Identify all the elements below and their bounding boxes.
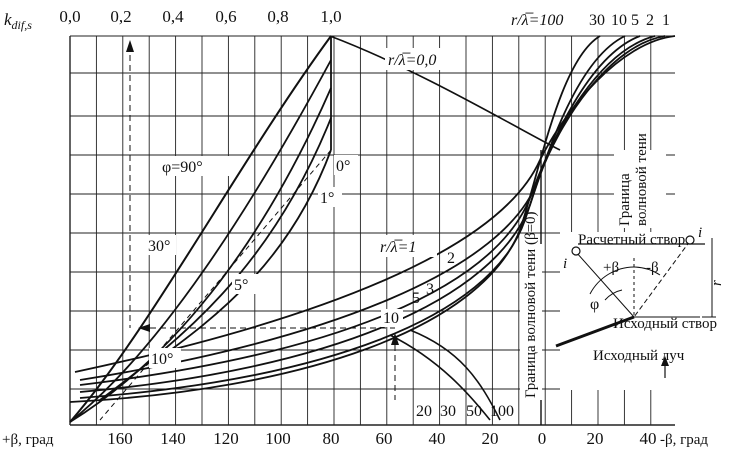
rlambda-20-label: 20 (416, 403, 432, 420)
bottom-axis-right-label: -β, град (660, 432, 708, 448)
bottom-tick: 160 (107, 429, 133, 448)
curve-rlambda-5 (79, 35, 656, 386)
curve-rlambda-0 (329, 35, 561, 151)
curve-rlambda-mid-a (389, 334, 491, 421)
right-family-labels: r/λ̅=100 30 10 5 2 1 r/λ̅=0,0 r/λ̅=1 2 3… (377, 12, 670, 420)
top-tick: 0,8 (267, 7, 288, 26)
bottom-axis-ticks: 160 140 120 100 80 60 40 20 0 20 40 (107, 429, 656, 448)
arrow-up-small (391, 333, 399, 345)
rlambda-30-label: 30 (589, 12, 605, 29)
rlambda-5-mid-label: 5 (412, 290, 420, 307)
top-axis-title: kdif,s (4, 10, 32, 32)
rlambda-3-label: 3 (426, 281, 434, 298)
svg-text:Границаволновой тени: Границаволновой тени (617, 133, 650, 226)
top-tick: 0,4 (162, 7, 184, 26)
curve-phi-30 (69, 59, 332, 423)
bottom-tick: 20 (587, 429, 604, 448)
bottom-tick: 140 (160, 429, 186, 448)
rlambda-30-bottom-label: 30 (440, 403, 456, 420)
bottom-tick: 100 (265, 429, 291, 448)
angle-label-30: 30° (148, 238, 170, 255)
source-ray-label: Исходный луч (593, 348, 685, 364)
top-tick: 0,2 (110, 7, 131, 26)
arrow-up (126, 40, 134, 52)
source-section-label: Исходный створ (613, 316, 717, 332)
bottom-tick: 20 (482, 429, 499, 448)
minus-beta-label: -β (646, 260, 659, 276)
rlambda-2-label: 2 (646, 12, 654, 29)
bottom-tick: 0 (538, 429, 547, 448)
curves (69, 35, 676, 425)
rlambda-10-label: 10 (611, 12, 627, 29)
left-family-labels: φ=90° 30° 5° 10° 1° 0° (146, 155, 358, 368)
rlambda-1-label: 1 (662, 12, 670, 29)
point-left-label: i (563, 256, 567, 272)
plus-beta-label: +β (603, 260, 619, 276)
top-tick: 0,6 (215, 7, 236, 26)
curve-rlambda-30 (79, 35, 626, 399)
curve-rlambda-mid-b (409, 329, 501, 421)
rlambda-100-label: r/λ̅=100 (511, 12, 563, 29)
bottom-tick: 40 (429, 429, 446, 448)
angle-label-0: 0° (336, 158, 350, 175)
curve-phi-90 (69, 35, 332, 423)
shadow-boundary-label: Границаволновой тени (617, 133, 650, 226)
curve-rlambda-10 (79, 35, 641, 393)
point-right (685, 235, 695, 245)
rlambda-10-mid-label: 10 (383, 310, 399, 327)
bottom-tick: 80 (323, 429, 340, 448)
source-ray-line (555, 315, 635, 348)
rlambda-one-label: r/λ̅=1 (380, 239, 416, 256)
point-left (571, 246, 581, 256)
top-axis-ticks: 0,0 0,2 0,4 0,6 0,8 1,0 (59, 7, 341, 26)
rlambda-50-label: 50 (466, 403, 482, 420)
inset-diagram: Расчетный створ i i +β -β φ r Исходный с… (555, 225, 728, 390)
phi-90-label: φ=90° (162, 159, 203, 176)
angle-label-5: 5° (234, 277, 248, 294)
bottom-tick: 60 (376, 429, 393, 448)
point-right-label: i (698, 225, 702, 241)
curve-rlambda-1 (74, 35, 676, 373)
r-label: r (709, 280, 725, 286)
angle-label-10: 10° (151, 351, 173, 368)
curve-phi-10 (69, 87, 332, 423)
rlambda-zero-label: r/λ̅=0,0 (388, 52, 436, 69)
shadow-line-label: Граница волновой тени (β=0) (523, 211, 539, 398)
top-tick: 1,0 (320, 7, 341, 26)
arrow-left (138, 324, 150, 332)
calc-section-label: Расчетный створ (578, 232, 685, 248)
rlambda-100-bottom-label: 100 (490, 403, 514, 420)
bottom-axis-left-label: +β, град (2, 432, 54, 448)
top-tick: 0,0 (59, 7, 80, 26)
bottom-tick: 40 (640, 429, 657, 448)
phi-label: φ (590, 296, 599, 313)
rlambda-2-mid-label: 2 (447, 250, 455, 267)
curve-phi-5 (99, 117, 332, 401)
angle-label-1: 1° (320, 190, 334, 207)
curve-rlambda-2 (79, 35, 666, 381)
bottom-tick: 120 (213, 429, 239, 448)
rlambda-5-label: 5 (631, 12, 639, 29)
